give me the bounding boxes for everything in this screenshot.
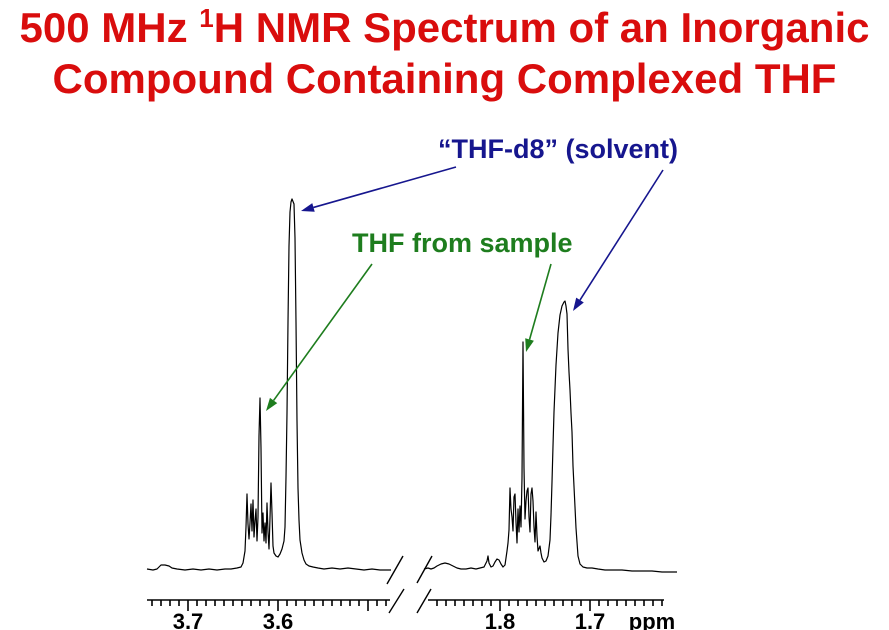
title-line-1: 500 MHz 1H NMR Spectrum of an Inorganic	[0, 2, 889, 53]
annotation-arrowhead	[301, 203, 315, 212]
annotation-arrow-line	[313, 166, 457, 209]
axis-break-mark	[416, 555, 433, 584]
title-line1-rest: H NMR Spectrum of an Inorganic	[213, 4, 870, 51]
x-axis-tick-label: 1.8	[485, 609, 516, 630]
superscript-1: 1	[199, 3, 214, 33]
sample-annotation-label: THF from sample	[352, 228, 573, 258]
page-title: 500 MHz 1H NMR Spectrum of an Inorganic …	[0, 2, 889, 104]
nmr-trace-segment	[146, 198, 391, 571]
x-axis-unit-label: ppm	[629, 609, 675, 630]
x-axis-tick-label: 3.6	[263, 609, 294, 630]
axis-break-mark	[416, 588, 432, 614]
title-line1-prefix: 500 MHz	[19, 4, 200, 51]
annotation-arrow-line	[579, 169, 664, 301]
x-axis-tick-label: 1.7	[575, 609, 606, 630]
nmr-trace-segment	[423, 300, 677, 573]
annotation-arrowhead	[266, 397, 278, 411]
axis-break-mark	[386, 555, 404, 585]
annotation-arrow-line	[528, 263, 552, 340]
title-line-2: Compound Containing Complexed THF	[52, 55, 837, 102]
axis-break-mark	[388, 588, 405, 614]
annotation-arrow-line	[272, 263, 373, 401]
solvent-annotation-label: “THF-d8” (solvent)	[438, 134, 678, 164]
annotation-arrowhead	[525, 338, 534, 352]
annotation-arrowhead	[573, 297, 584, 311]
x-axis-tick-label: 3.7	[173, 609, 204, 630]
